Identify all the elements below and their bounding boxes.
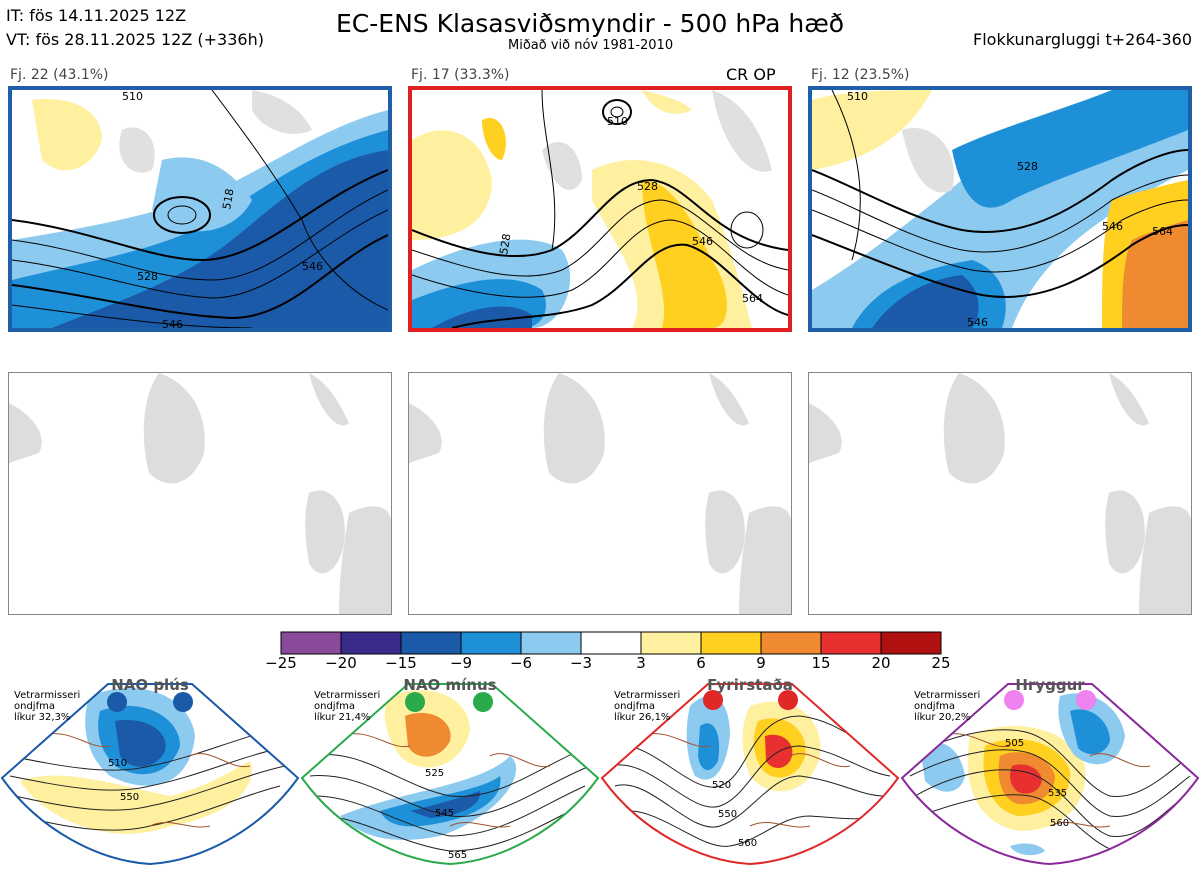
regime-name: Fyrirstaða [707, 676, 793, 694]
colorbar-tick-label: −9 [449, 654, 473, 672]
cluster-1-contour-label: 546 [162, 318, 183, 328]
regime-kind: ondjfma [314, 701, 355, 712]
colorbar-tick-label: 20 [871, 654, 891, 672]
cluster-3-contour-label: 528 [1017, 160, 1038, 173]
colorbar-tick-label: 25 [931, 654, 951, 672]
regime-contour-label: 560 [738, 838, 758, 849]
regime-dot [173, 692, 193, 712]
colorbar-swatch [460, 631, 522, 655]
regime-dot [107, 692, 127, 712]
cluster-3-contour-label: 510 [847, 90, 868, 103]
page-subtitle: Miðað við nóv 1981-2010 [508, 38, 674, 53]
colorbar-swatch [340, 631, 402, 655]
regime-contour-label: 535 [1048, 788, 1068, 799]
regime-name: NAO plús [111, 676, 189, 694]
regime-prob: líkur 21,4% [314, 712, 371, 723]
colorbar-swatch [280, 631, 342, 655]
colorbar-tick-label: −6 [509, 654, 533, 672]
regime-contour-label: 510 [108, 758, 128, 769]
regime-season: Vetrarmisseri [614, 690, 681, 701]
initial-time: IT: fös 14.11.2025 12Z [6, 6, 187, 25]
cluster-1-contour-label: 518 [220, 188, 236, 211]
cluster-2-contour-label: 546 [692, 235, 713, 248]
cluster-2-contour-label: 528 [497, 233, 513, 256]
regime-dot [405, 692, 425, 712]
regime-panel: NAO plús Vetrarmisseri ondjfma líkur 32,3% 5… [0, 676, 300, 871]
colorbar-swatch [580, 631, 642, 655]
colorbar-swatch [400, 631, 462, 655]
page-title: EC-ENS Klasasviðsmyndir - 500 hPa hæð [336, 9, 845, 38]
regime-contour-label: 550 [718, 809, 738, 820]
regime-prob: líkur 20,2% [914, 712, 971, 723]
regime-contour-label: 525 [425, 768, 445, 779]
regime-season: Vetrarmisseri [314, 690, 381, 701]
cluster-3-label: Fj. 12 (23.5%) [811, 67, 910, 83]
empty-map-1 [8, 372, 392, 615]
colorbar-swatch [880, 631, 942, 655]
colorbar-swatch [760, 631, 822, 655]
colorbar-tick-label: 15 [811, 654, 831, 672]
cluster-2-map: 528 510 528 546 564 [408, 86, 792, 332]
regime-dot [1076, 690, 1096, 710]
colorbar [280, 631, 942, 655]
colorbar-tick-label: −15 [385, 654, 417, 672]
regime-kind: ondjfma [14, 701, 55, 712]
cluster-1-map: 518 510 528 546 546 [8, 86, 392, 332]
regime-panel: NAO mínus Vetrarmisseri ondjfma líkur 21,4%… [300, 676, 600, 871]
regime-panel: Hryggur Vetrarmisseri ondjfma líkur 20,2% 50… [900, 676, 1200, 871]
regime-kind: ondjfma [614, 701, 655, 712]
regime-dot [473, 692, 493, 712]
cluster-3-map: 510 528 546 564 546 [808, 86, 1192, 332]
colorbar-tick-label: −20 [325, 654, 357, 672]
regime-contour-label: 550 [120, 792, 140, 803]
regime-season: Vetrarmisseri [14, 690, 81, 701]
regime-contour-label: 520 [712, 780, 732, 791]
cluster-2-tag: CR OP [726, 65, 776, 84]
cluster-3-contour-label: 546 [1102, 220, 1123, 233]
cluster-3-contour-label: 546 [967, 316, 988, 328]
regime-contour-label: 545 [435, 808, 455, 819]
colorbar-swatch [820, 631, 882, 655]
cluster-1-contour-label: 510 [122, 90, 143, 103]
regime-contour-label: 560 [1050, 818, 1070, 829]
colorbar-tick-label: 6 [696, 654, 706, 672]
regime-contour-label: 505 [1005, 738, 1025, 749]
regime-prob: líkur 26,1% [614, 712, 671, 723]
regime-name: NAO mínus [403, 676, 497, 694]
colorbar-tick-label: −3 [569, 654, 593, 672]
classification-window: Flokkunargluggi t+264-360 [973, 30, 1192, 49]
regime-season: Vetrarmisseri [914, 690, 981, 701]
colorbar-swatch [700, 631, 762, 655]
cluster-3-contour-label: 564 [1152, 225, 1173, 238]
colorbar-swatch [520, 631, 582, 655]
cluster-2-contour-label: 528 [637, 180, 658, 193]
regime-kind: ondjfma [914, 701, 955, 712]
cluster-2-contour-label: 510 [607, 115, 628, 128]
cluster-2-label: Fj. 17 (33.3%) [411, 67, 510, 83]
cluster-1-contour-label: 546 [302, 260, 323, 273]
regime-prob: líkur 32,3% [14, 712, 71, 723]
regime-panel: Fyrirstaða Vetrarmisseri ondjfma líkur 26,1… [600, 676, 900, 871]
cluster-1-label: Fj. 22 (43.1%) [10, 67, 109, 83]
empty-map-2 [408, 372, 792, 615]
empty-map-3 [808, 372, 1192, 615]
valid-time: VT: fös 28.11.2025 12Z (+336h) [6, 30, 264, 49]
regime-dot [1004, 690, 1024, 710]
cluster-1-contour-label: 528 [137, 270, 158, 283]
colorbar-tick-label: 3 [636, 654, 646, 672]
cluster-2-contour-label: 564 [742, 292, 763, 305]
regime-name: Hryggur [1015, 676, 1085, 694]
colorbar-swatch [640, 631, 702, 655]
regime-dot [703, 690, 723, 710]
regime-contour-label: 565 [448, 850, 468, 861]
colorbar-tick-label: 9 [756, 654, 766, 672]
colorbar-tick-label: −25 [265, 654, 297, 672]
regime-dot [778, 690, 798, 710]
